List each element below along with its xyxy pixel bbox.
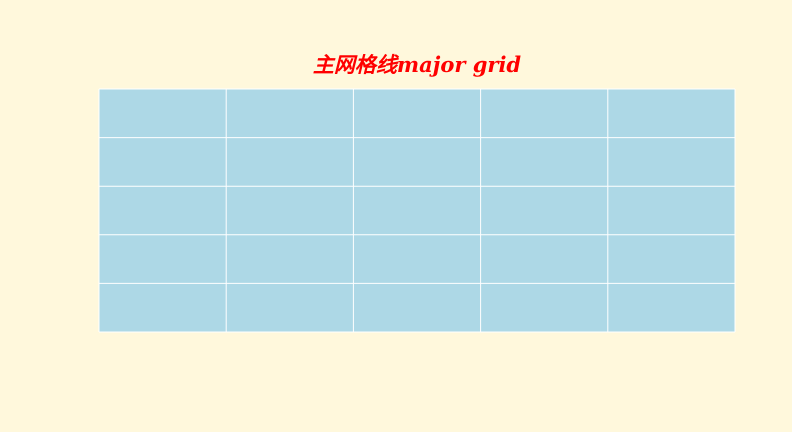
vertical-grid-lines [98,89,736,332]
axes-background [99,89,735,332]
horizontal-grid-lines [99,88,735,333]
chart-title: 主网格线major grid [312,52,522,77]
